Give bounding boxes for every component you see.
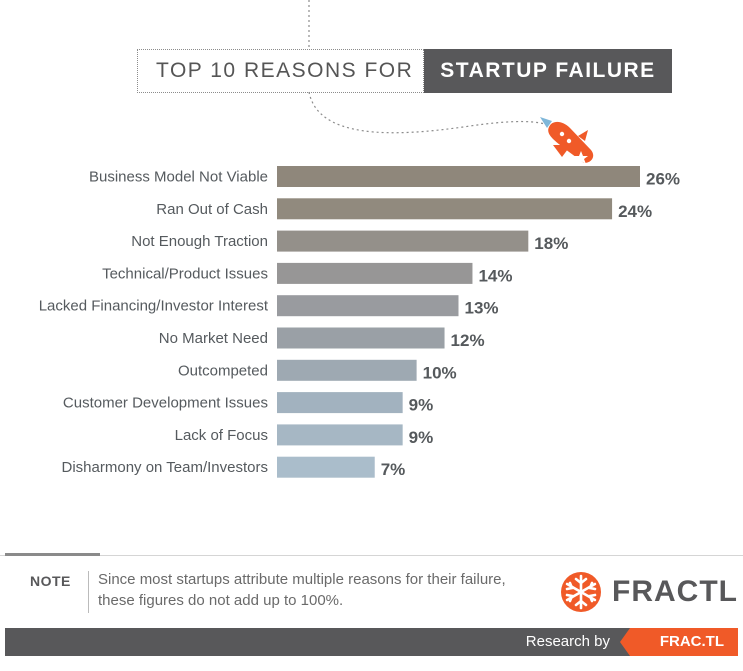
bar [277, 327, 445, 349]
category-label: Lack of Focus [175, 427, 268, 444]
bar [277, 262, 473, 284]
footer-badge [620, 628, 738, 656]
value-label: 7% [381, 460, 406, 479]
bar [277, 424, 403, 446]
title-bold: STARTUP FAILURE [424, 49, 672, 93]
value-label: 13% [465, 299, 499, 318]
title-light: TOP 10 REASONS FOR [137, 49, 425, 93]
bar [277, 359, 417, 381]
value-label: 14% [478, 266, 512, 285]
bar [277, 456, 375, 478]
value-label: 18% [534, 234, 568, 253]
footer-bar: Research by FRAC.TL [5, 628, 738, 656]
bar [277, 198, 613, 220]
value-label: 24% [618, 202, 652, 221]
value-label: 26% [646, 170, 680, 189]
note-separator [88, 571, 89, 613]
note-text: Since most startups attribute multiple r… [98, 571, 506, 609]
category-label: Customer Development Issues [63, 395, 268, 412]
category-label: No Market Need [159, 330, 268, 347]
note-divider-accent [5, 553, 100, 556]
category-label: Not Enough Traction [131, 233, 268, 250]
value-label: 9% [409, 396, 434, 415]
note-label: NOTE [30, 573, 71, 589]
category-label: Technical/Product Issues [102, 265, 268, 282]
value-label: 10% [423, 363, 457, 382]
category-label: Lacked Financing/Investor Interest [39, 298, 269, 315]
bar [277, 295, 459, 317]
category-label: Outcompeted [178, 362, 268, 379]
brand-name: FRACTL [612, 575, 738, 608]
note-divider [0, 555, 743, 556]
category-label: Disharmony on Team/Investors [62, 459, 268, 476]
rocket-trail [308, 91, 546, 134]
footer-research-by: Research by [525, 633, 610, 650]
value-label: 12% [451, 331, 485, 350]
footer-site-link[interactable]: FRAC.TL [659, 633, 724, 650]
category-label: Business Model Not Viable [89, 169, 268, 186]
bar [277, 392, 403, 414]
chart-title: TOP 10 REASONS FOR STARTUP FAILURE [137, 49, 672, 93]
bar [277, 166, 640, 187]
value-label: 9% [409, 428, 434, 447]
category-label: Ran Out of Cash [156, 201, 268, 218]
snowflake-gear-icon [561, 572, 601, 612]
bar [277, 230, 529, 252]
